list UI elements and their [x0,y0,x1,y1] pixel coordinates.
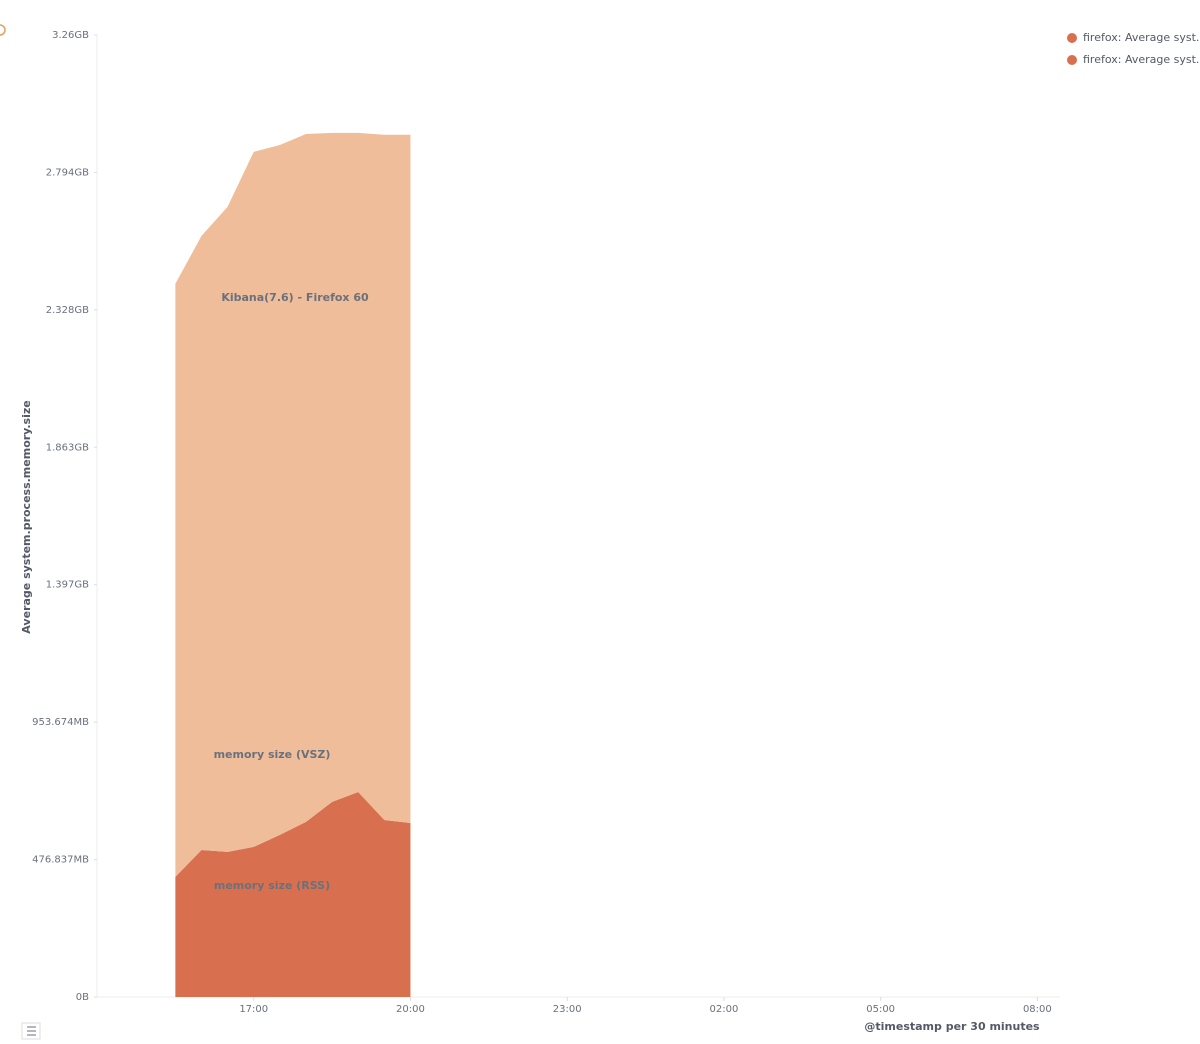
x-tick-label: 17:00 [239,1004,268,1015]
y-axis-label: Average system.process.memory.size [20,400,33,633]
y-tick-label: 953.674MB [32,717,89,728]
annotation: memory size (VSZ) [214,748,331,761]
x-tick-label: 23:00 [553,1004,582,1015]
legend-item[interactable]: firefox: Average syst... [1067,31,1200,44]
x-axis-label: @timestamp per 30 minutes [864,1020,1040,1033]
annotation: memory size (RSS) [214,879,330,892]
legend-label: firefox: Average syst... [1083,31,1200,44]
y-tick-label: 1.397GB [46,580,89,591]
y-tick-label: 2.328GB [46,305,89,316]
y-tick-label: 0B [76,992,89,1003]
y-tick-label: 476.837MB [32,855,89,866]
y-tick-label: 3.26GB [52,30,89,41]
annotation: Kibana(7.6) - Firefox 60 [221,291,369,304]
x-tick-label: 20:00 [396,1004,425,1015]
x-tick-label: 05:00 [866,1004,895,1015]
area [175,791,411,997]
toggle-icon[interactable] [0,24,6,36]
x-tick-label: 02:00 [709,1004,738,1015]
y-tick-label: 1.863GB [46,442,89,453]
legend-swatch [1067,55,1077,65]
y-tick-label: 2.794GB [46,167,89,178]
legend-toggle[interactable] [21,1022,41,1040]
x-tick-label: 08:00 [1023,1004,1052,1015]
area [175,132,411,877]
legend-swatch [1067,33,1077,43]
legend-label: firefox: Average syst... [1083,53,1200,66]
legend-item[interactable]: firefox: Average syst... [1067,53,1200,66]
